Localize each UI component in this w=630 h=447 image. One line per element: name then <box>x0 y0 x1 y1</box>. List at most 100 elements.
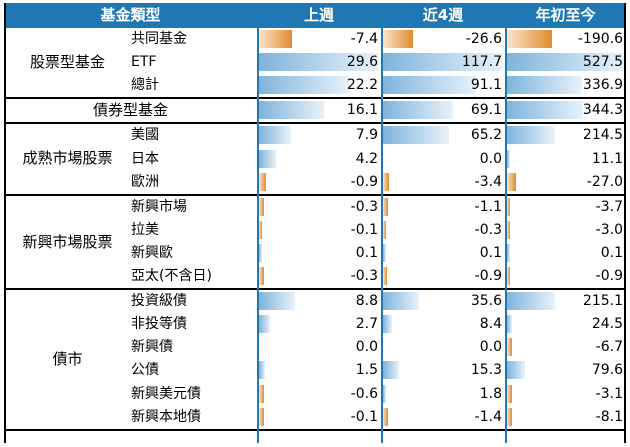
table-row: 共同基金 -7.4 -26.6 -190.6 <box>4 28 626 51</box>
value-cell: 8.4 <box>479 316 502 333</box>
table-row: 16.1 69.1 344.3 <box>4 99 626 122</box>
table-header: 基金類型 上週 近4週 年初至今 <box>4 3 626 28</box>
value-cell: -3.4 <box>474 173 502 190</box>
value-cell: -3.7 <box>595 198 623 215</box>
row-label: 新興債 <box>131 339 173 356</box>
row-label: 美國 <box>131 127 159 144</box>
group-label: 股票型基金 <box>29 53 105 71</box>
value-bar <box>507 172 516 191</box>
value-bar <box>259 243 262 262</box>
value-bar <box>507 30 553 48</box>
group-divider <box>4 193 626 196</box>
column-divider <box>381 28 383 443</box>
value-bar <box>259 149 277 168</box>
table-border <box>624 3 626 443</box>
value-cell: -0.3 <box>474 221 502 238</box>
value-cell: 69.1 <box>470 102 502 119</box>
value-bar <box>507 407 512 426</box>
value-bar <box>259 361 266 380</box>
row-label: ETF <box>131 54 157 71</box>
row-label: 非投等債 <box>131 316 187 333</box>
table-row: 非投等債 2.7 8.4 24.5 <box>4 313 626 336</box>
row-label: 共同基金 <box>131 31 187 47</box>
value-cell: 0.0 <box>479 150 502 167</box>
value-bar <box>507 384 512 403</box>
row-label: 亞太(不含日) <box>131 268 212 284</box>
row-label: 新興歐 <box>131 244 173 261</box>
group-divider <box>4 428 626 431</box>
table-row: 新興本地債 -0.1 -1.4 -8.1 <box>4 406 626 429</box>
value-cell: -3.1 <box>595 385 623 402</box>
value-cell: 1.8 <box>479 385 502 402</box>
value-cell: 22.2 <box>346 77 378 94</box>
value-bar <box>507 243 510 262</box>
table-row: 新興市場 -0.3 -1.1 -3.7 <box>4 196 626 219</box>
group-label: 債市 <box>52 350 83 369</box>
table-row: ETF 29.6 117.7 527.5 <box>4 51 626 74</box>
row-label: 新興美元債 <box>131 385 201 402</box>
header-4-weeks: 近4週 <box>422 6 464 24</box>
value-bar <box>259 384 265 403</box>
value-bar <box>507 361 525 380</box>
value-bar <box>383 267 388 285</box>
value-cell: -0.9 <box>474 268 502 284</box>
value-bar <box>259 407 264 426</box>
value-bar <box>383 172 390 191</box>
row-label: 投資級債 <box>131 293 187 310</box>
column-divider <box>505 28 507 443</box>
value-bar <box>507 220 510 239</box>
value-bar <box>507 53 624 72</box>
column-divider <box>257 28 259 443</box>
row-label: 總計 <box>131 77 159 94</box>
value-bar <box>259 315 270 334</box>
group-label: 債券型基金 <box>92 101 168 120</box>
value-bar <box>507 267 510 285</box>
table-row: 美國 7.9 65.2 214.5 <box>4 124 626 147</box>
value-bar <box>383 220 386 239</box>
value-bar <box>507 197 510 216</box>
value-bar <box>383 101 454 120</box>
value-bar <box>383 407 388 426</box>
value-bar <box>259 101 325 120</box>
table-row: 拉美 -0.1 -0.3 -3.0 <box>4 219 626 242</box>
value-bar <box>259 126 292 145</box>
table-row: 新興美元債 -0.6 1.8 -3.1 <box>4 383 626 406</box>
value-bar <box>383 243 386 262</box>
value-bar <box>507 338 512 357</box>
table-row: 新興債 0.0 0.0 -6.7 <box>4 336 626 359</box>
value-bar <box>507 126 555 145</box>
value-cell: 0.0 <box>479 339 502 356</box>
fund-flow-table: 基金類型 上週 近4週 年初至今 共同基金 -7.4 -26.6 -190.6 ETF 2… <box>4 3 626 443</box>
value-cell: -3.0 <box>595 221 623 238</box>
value-cell: 11.1 <box>591 150 623 167</box>
value-bar <box>383 126 450 145</box>
value-cell: 65.2 <box>470 127 502 144</box>
value-cell: 0.0 <box>355 339 378 356</box>
value-cell: -0.1 <box>350 408 378 425</box>
value-cell: 35.6 <box>470 293 502 310</box>
value-cell: 29.6 <box>346 54 378 71</box>
value-bar <box>507 76 582 95</box>
value-bar <box>383 53 503 72</box>
value-bar <box>383 30 414 48</box>
value-cell: 527.5 <box>582 54 623 71</box>
value-bar <box>383 76 476 95</box>
header-last-week: 上週 <box>303 6 334 24</box>
value-bar <box>259 53 379 72</box>
value-cell: 344.3 <box>582 102 623 119</box>
group-divider <box>4 122 626 125</box>
value-cell: 4.2 <box>355 150 378 167</box>
table-row: 總計 22.2 91.1 336.9 <box>4 74 626 97</box>
value-cell: 79.6 <box>591 362 623 379</box>
row-label: 日本 <box>131 150 159 167</box>
value-bar <box>259 267 264 285</box>
value-cell: -1.1 <box>474 198 502 215</box>
table-border <box>4 3 6 443</box>
value-bar <box>507 101 584 120</box>
value-cell: 0.1 <box>355 244 378 261</box>
group-divider <box>4 288 626 291</box>
row-label: 新興本地債 <box>131 408 201 425</box>
value-cell: 8.8 <box>355 293 378 310</box>
value-bar <box>383 361 399 380</box>
row-label: 公債 <box>131 362 159 379</box>
